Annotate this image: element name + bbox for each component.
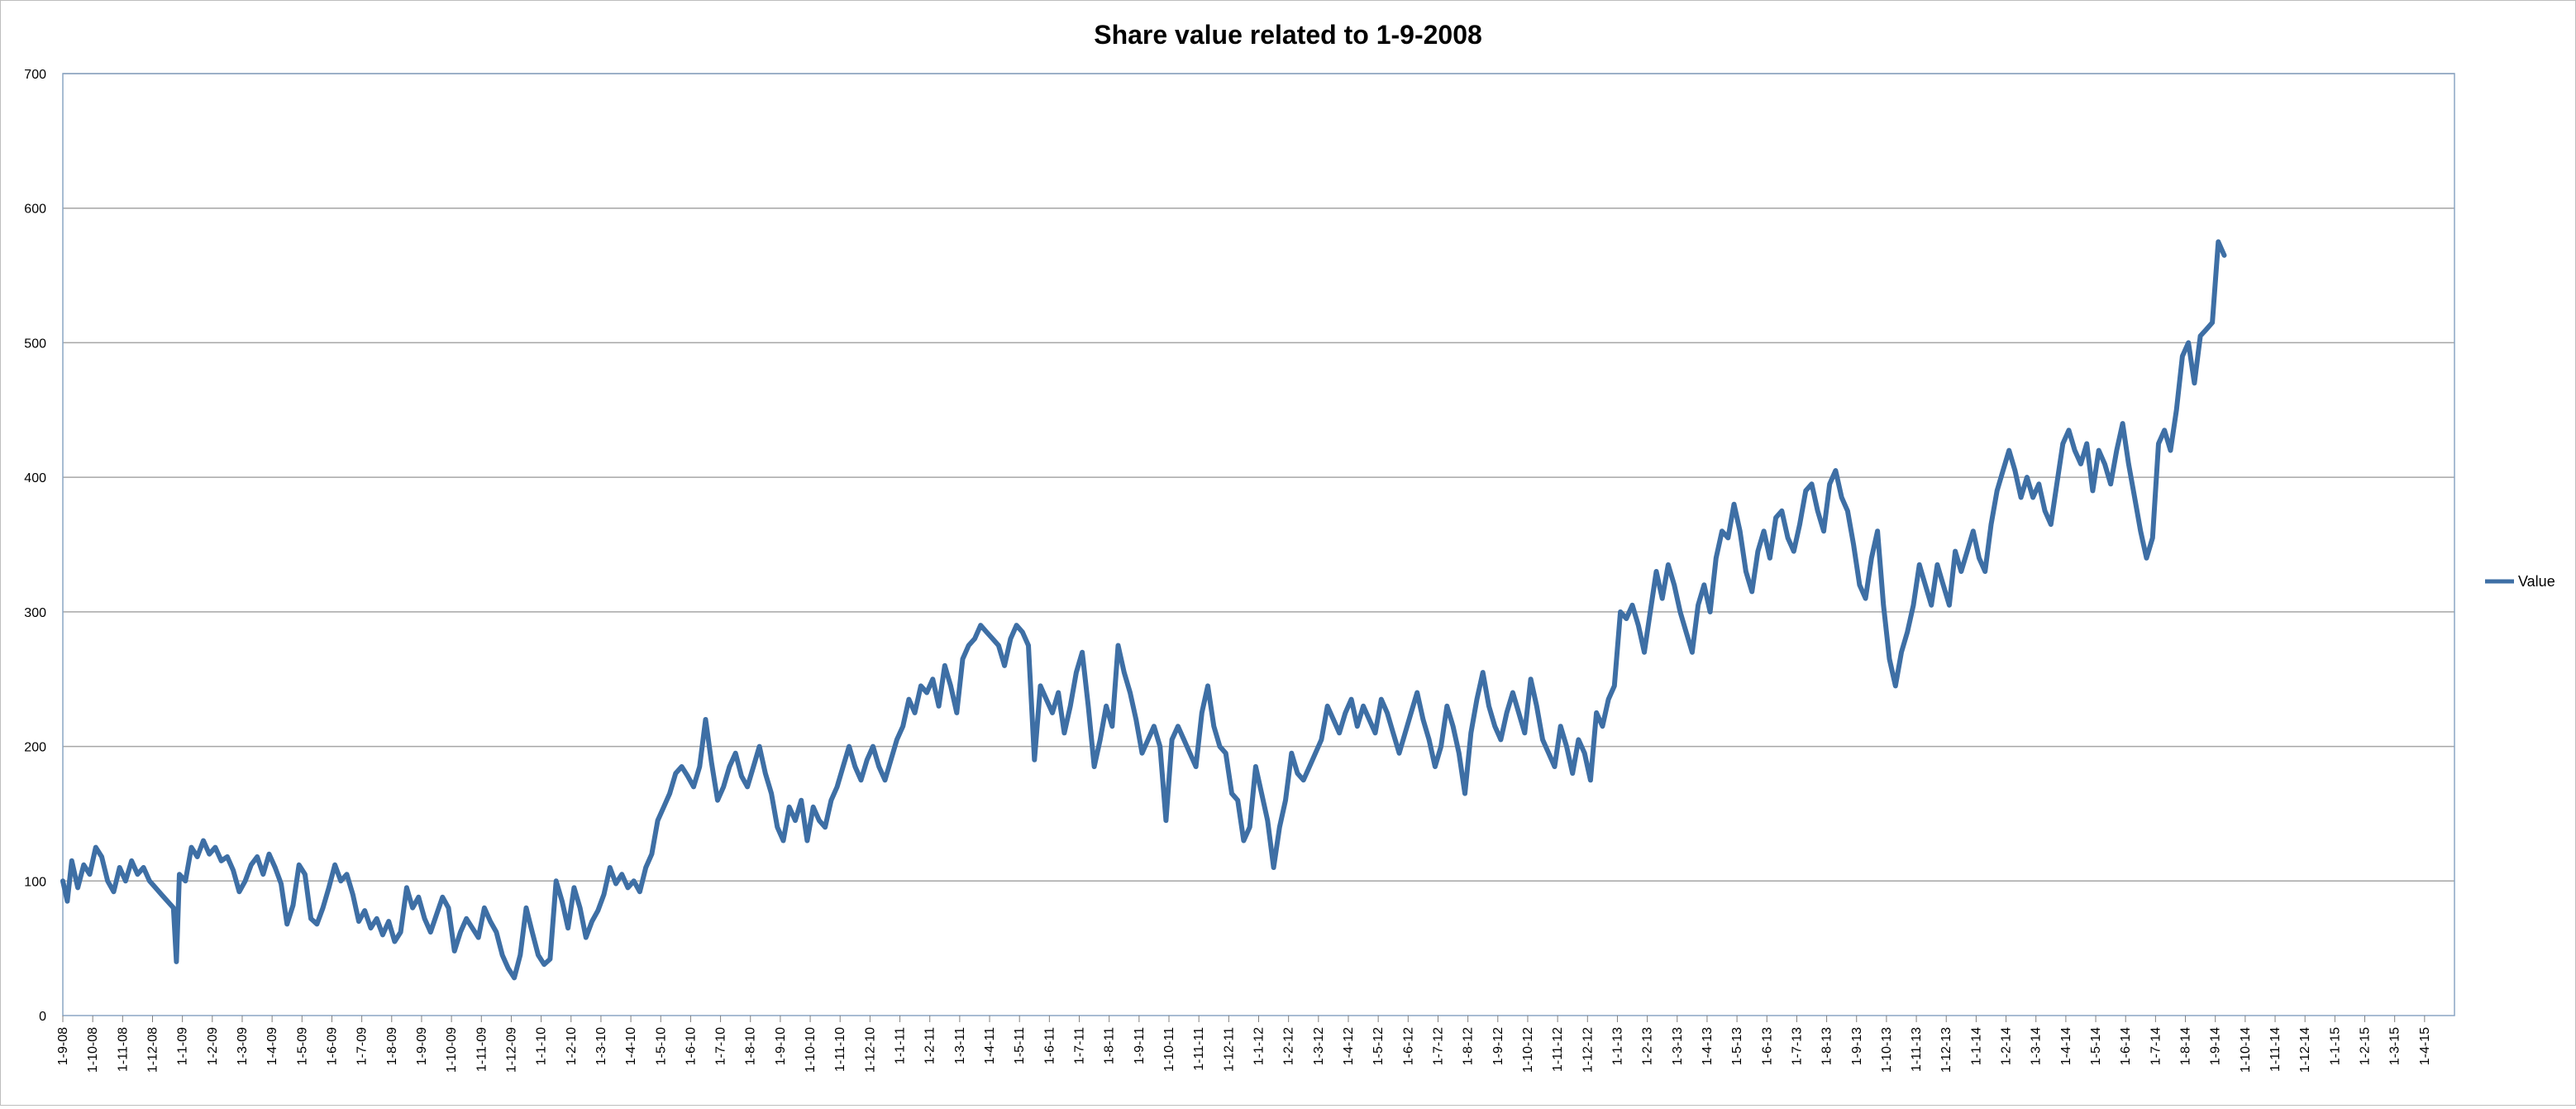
- x-tick-label: 1-8-13: [1820, 1027, 1834, 1065]
- x-tick-label: 1-11-09: [475, 1027, 489, 1072]
- x-tick-label: 1-1-15: [2328, 1027, 2342, 1065]
- x-tick-label: 1-11-14: [2268, 1027, 2283, 1072]
- x-tick-label: 1-11-10: [833, 1027, 847, 1072]
- x-tick-label: 1-4-12: [1342, 1027, 1356, 1065]
- x-tick-label: 1-3-11: [953, 1027, 967, 1064]
- x-tick-label: 1-5-11: [1013, 1027, 1027, 1064]
- y-tick-label: 400: [24, 471, 46, 485]
- y-axis-ticks: 0 100 200 300 400 500 600 700: [24, 68, 46, 1024]
- x-tick-label: 1-3-12: [1312, 1027, 1326, 1065]
- x-tick-label: 1-12-10: [863, 1027, 877, 1073]
- x-tick-label: 1-9-10: [774, 1027, 788, 1065]
- x-tick-label: 1-7-14: [2149, 1027, 2163, 1065]
- x-tick-label: 1-11-13: [1910, 1027, 1924, 1072]
- y-tick-label: 500: [24, 337, 46, 351]
- y-tick-label: 100: [24, 875, 46, 889]
- x-tick-label: 1-10-09: [445, 1027, 459, 1073]
- x-tick-label: 1-9-14: [2209, 1027, 2223, 1065]
- x-axis-ticks: 1-9-08 1-10-08 1-11-08 1-12-08 1-1-09 1-2-09 1…: [56, 1016, 2432, 1073]
- x-tick-label: 1-4-11: [983, 1027, 997, 1064]
- series-line-value: [60, 239, 2227, 981]
- x-tick-label: 1-9-11: [1133, 1027, 1147, 1064]
- x-tick-label: 1-7-09: [355, 1027, 370, 1065]
- x-tick-label: 1-7-11: [1073, 1027, 1087, 1064]
- x-tick-label: 1-10-10: [804, 1027, 818, 1073]
- x-tick-label: 1-2-13: [1641, 1027, 1655, 1065]
- x-tick-label: 1-12-11: [1222, 1027, 1236, 1072]
- x-tick-label: 1-9-13: [1850, 1027, 1864, 1065]
- x-tick-label: 1-12-09: [504, 1027, 518, 1073]
- x-tick-label: 1-6-12: [1401, 1027, 1415, 1065]
- y-tick-label: 200: [24, 741, 46, 755]
- x-tick-label: 1-9-09: [415, 1027, 429, 1065]
- x-tick-label: 1-4-14: [2059, 1027, 2073, 1065]
- x-tick-label: 1-8-12: [1462, 1027, 1476, 1065]
- x-tick-label: 1-6-13: [1760, 1027, 1774, 1065]
- x-tick-label: 1-2-12: [1282, 1027, 1296, 1065]
- x-tick-label: 1-7-13: [1790, 1027, 1804, 1065]
- x-tick-label: 1-11-12: [1551, 1027, 1565, 1072]
- chart-title: Share value related to 1-9-2008: [1094, 20, 1482, 50]
- x-tick-label: 1-6-14: [2119, 1027, 2133, 1065]
- x-tick-label: 1-3-10: [594, 1027, 608, 1065]
- x-tick-label: 1-2-14: [2000, 1027, 2014, 1065]
- x-tick-label: 1-1-14: [1969, 1027, 1983, 1065]
- legend: Value: [2485, 573, 2555, 590]
- x-tick-label: 1-6-10: [684, 1027, 698, 1065]
- x-tick-label: 1-10-12: [1521, 1027, 1535, 1073]
- x-tick-label: 1-11-11: [1192, 1027, 1206, 1071]
- x-tick-label: 1-10-14: [2239, 1027, 2253, 1073]
- x-tick-label: 1-1-10: [535, 1027, 549, 1065]
- x-tick-label: 1-5-13: [1730, 1027, 1744, 1065]
- x-tick-label: 1-4-09: [265, 1027, 279, 1065]
- x-tick-label: 1-9-12: [1491, 1027, 1505, 1065]
- x-tick-label: 1-8-14: [2179, 1027, 2193, 1065]
- x-tick-label: 1-8-10: [744, 1027, 758, 1065]
- grid-lines: [62, 73, 2455, 1016]
- x-tick-label: 1-3-14: [2030, 1027, 2044, 1065]
- series-layer: [60, 239, 2227, 981]
- x-tick-label: 1-4-13: [1701, 1027, 1715, 1065]
- x-tick-label: 1-1-11: [894, 1027, 908, 1064]
- x-tick-label: 1-7-10: [714, 1027, 728, 1065]
- x-tick-label: 1-5-09: [295, 1027, 309, 1065]
- x-tick-label: 1-5-10: [654, 1027, 668, 1065]
- x-tick-label: 1-8-11: [1103, 1027, 1117, 1064]
- y-tick-label: 300: [24, 606, 46, 620]
- x-tick-label: 1-2-11: [923, 1027, 937, 1064]
- y-tick-label: 0: [39, 1010, 46, 1024]
- x-tick-label: 1-10-11: [1162, 1027, 1176, 1072]
- x-tick-label: 1-1-12: [1252, 1027, 1267, 1065]
- x-tick-label: 1-5-14: [2089, 1027, 2103, 1065]
- x-tick-label: 1-2-15: [2359, 1027, 2373, 1065]
- y-tick-label: 600: [24, 203, 46, 217]
- x-tick-label: 1-5-12: [1371, 1027, 1386, 1065]
- plot-area-border: [62, 73, 2455, 1016]
- x-tick-label: 1-9-08: [56, 1027, 70, 1065]
- x-tick-label: 1-3-15: [2388, 1027, 2402, 1065]
- x-tick-label: 1-10-13: [1880, 1027, 1894, 1073]
- x-tick-label: 1-4-10: [624, 1027, 638, 1065]
- x-tick-label: 1-11-08: [116, 1027, 130, 1072]
- x-tick-label: 1-4-15: [2418, 1027, 2432, 1065]
- legend-label: Value: [2518, 573, 2555, 590]
- x-tick-label: 1-1-09: [176, 1027, 190, 1065]
- x-tick-label: 1-3-09: [236, 1027, 250, 1065]
- x-tick-label: 1-10-08: [86, 1027, 100, 1073]
- x-tick-label: 1-3-13: [1671, 1027, 1685, 1065]
- x-tick-label: 1-1-13: [1610, 1027, 1624, 1065]
- y-tick-label: 700: [24, 68, 46, 82]
- x-tick-label: 1-8-09: [385, 1027, 399, 1065]
- x-tick-label: 1-12-08: [145, 1027, 160, 1073]
- x-tick-label: 1-12-14: [2298, 1027, 2312, 1073]
- x-tick-label: 1-2-09: [206, 1027, 220, 1065]
- x-tick-label: 1-6-11: [1042, 1027, 1057, 1064]
- x-tick-label: 1-2-10: [565, 1027, 579, 1065]
- x-tick-label: 1-12-13: [1939, 1027, 1953, 1073]
- x-tick-label: 1-6-09: [325, 1027, 339, 1065]
- x-tick-label: 1-7-12: [1431, 1027, 1445, 1065]
- x-tick-label: 1-12-12: [1581, 1027, 1595, 1073]
